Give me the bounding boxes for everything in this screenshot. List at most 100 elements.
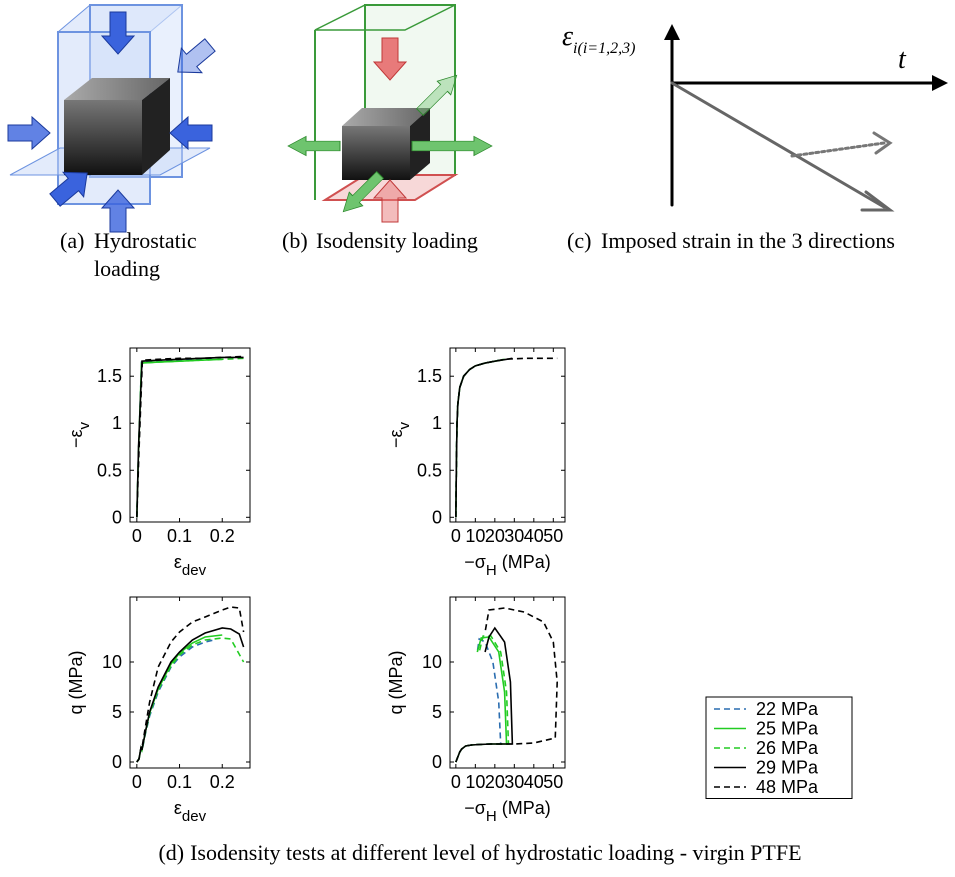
chart: 0 0.1 0.2 0 0.5 1 1.5 εdev −εv [66,347,251,579]
time-label: t [898,44,907,75]
cube-front [64,100,142,175]
legend-label: 48 MPa [756,777,819,797]
arrow [372,37,408,81]
axis-label-subscript: H [486,562,497,579]
axis-label: εdev [174,798,207,825]
x-tick-label: 0.1 [167,772,192,792]
y-tick-label: 5 [432,702,442,722]
axis-label-text: −ε [386,429,406,448]
axis-label-text: −σ [464,798,486,818]
plot-area [129,347,251,523]
y-tick-label: 10 [422,652,442,672]
x-tick-label: 0 [451,526,461,546]
axis-label-suffix: (MPa) [497,798,551,818]
axis-label-subscript: H [486,808,497,825]
arrow [411,135,493,157]
arrow [100,189,136,233]
plot-area [129,596,251,769]
axis-label-text: −σ [464,552,486,572]
axis-label: −εv [66,421,93,448]
arrow [342,171,384,213]
dotted-strain-line [790,141,886,158]
caption-label: (b) [282,228,308,253]
x-tick-label: 40 [524,526,544,546]
axis-label-subscript: dev [182,808,207,825]
legend-label: 25 MPa [756,719,819,739]
isodensity-illustration [287,4,493,223]
x-tick-label: 10 [465,772,485,792]
x-tick-label: 0.2 [210,772,235,792]
axis-label-subscript: v [396,421,413,429]
y-tick-label: 0 [432,507,442,527]
arrow [100,11,136,55]
series-line [136,355,244,518]
arrow [169,115,213,151]
y-tick-label: 1.5 [417,366,442,386]
arrowhead [664,24,680,40]
y-tick-label: 0.5 [97,460,122,480]
arrowhead [932,75,948,91]
x-tick-label: 30 [504,526,524,546]
x-tick-label: 0.2 [210,526,235,546]
axis-label: −εv [386,421,413,448]
green-arrows [287,74,493,213]
plot-area [449,596,566,769]
caption: Imposed strain in the 3 directions [601,228,895,253]
y-tick-label: 10 [102,652,122,672]
y-tick-label: 5 [112,702,122,722]
arrowhead [860,190,895,212]
y-tick-label: 0 [432,752,442,772]
red-arrows [372,37,408,223]
x-tick-label: 0 [132,526,142,546]
axis-label-suffix: (MPa) [497,552,551,572]
axis-label: −σH (MPa) [464,798,550,825]
strain-label: εi(i=1,2,3) [562,21,635,57]
legend-label: 22 MPa [756,699,819,719]
y-tick-label: 1 [112,413,122,433]
series-line [455,607,559,763]
legend-label: 26 MPa [756,738,819,758]
y-tick-label: 0 [112,507,122,527]
x-tick-label: 20 [485,526,505,546]
x-tick-label: 50 [543,526,563,546]
y-tick-label: 0 [112,752,122,772]
strain-illustration: εi(i=1,2,3) t [562,21,948,212]
series-line [455,357,558,518]
axis-label-text: q (MPa) [66,650,86,714]
axis-label-subscript: dev [182,562,207,579]
hydrostatic-illustration [7,4,216,233]
strain-line [670,81,886,209]
chart-caption: (d) Isodensity tests at different level o… [158,840,801,865]
axis-label-subscript: v [76,421,93,429]
plot-area [449,347,566,523]
arrow [416,74,458,116]
axis-label: εdev [174,552,207,579]
cube-top [342,108,430,126]
legend-box [705,696,853,799]
cube-front [342,126,410,180]
caption: Isodensity tests at different level of h… [190,840,801,865]
arrow [177,38,216,74]
x-tick-label: 0 [451,772,461,792]
x-tick-label: 0 [132,772,142,792]
x-tick-label: 0.1 [167,526,192,546]
x-tick-label: 40 [524,772,544,792]
cube-side [142,78,170,175]
y-tick-label: 1 [432,413,442,433]
plane [314,4,456,31]
caption-label: (a) [60,228,84,253]
y-tick-label: 0.5 [417,460,442,480]
series-line [136,606,245,763]
strain-symbol: ε [562,21,573,52]
arrow [7,115,51,151]
cube-top [64,78,170,100]
axis-label: −σH (MPa) [464,552,550,579]
axis-label-text: q (MPa) [386,650,406,714]
caption-label: (c) [567,228,591,253]
axis-label-text: ε [174,798,182,818]
x-tick-label: 10 [465,526,485,546]
x-tick-label: 30 [504,772,524,792]
